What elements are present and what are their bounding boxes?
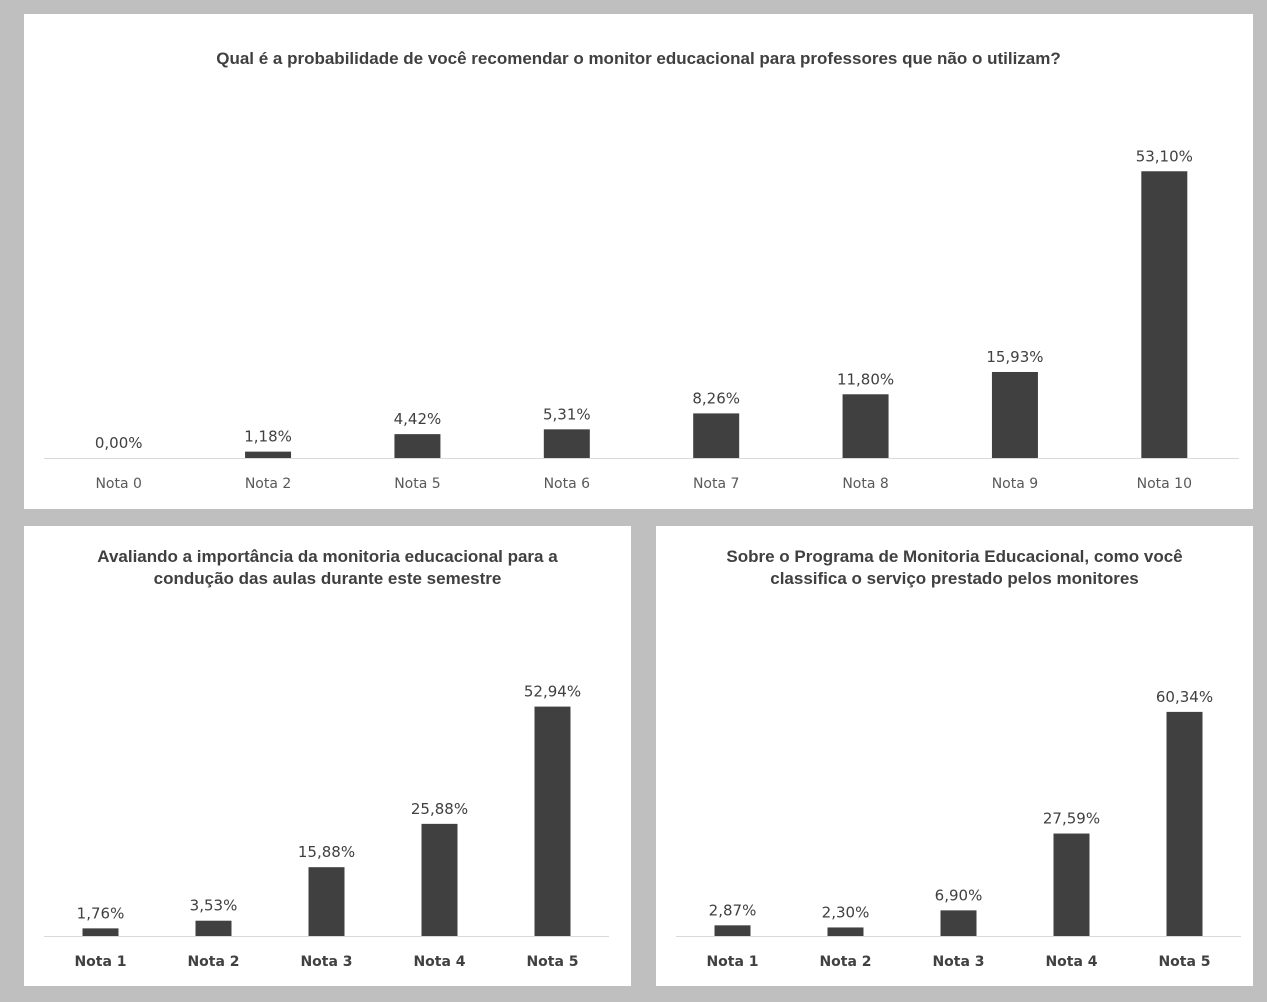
data-label: 5,31% [543, 405, 591, 423]
x-tick-label: Nota 10 [1137, 476, 1192, 492]
bar-nota-2 [245, 451, 292, 458]
bar-nota-3 [308, 867, 345, 936]
chart-title: Avaliando a importância da monitoria edu… [97, 547, 558, 588]
data-label: 2,87% [709, 901, 757, 919]
chart-importance: 1,76% Nota 1 3,53% Nota 2 15,88% Nota 3 25,88%… [44, 683, 609, 970]
data-label: 15,93% [986, 348, 1043, 366]
x-tick-label: Nota 9 [992, 476, 1038, 492]
chart-title: Sobre o Programa de Monitoria Educaciona… [726, 547, 1183, 588]
x-tick-label: Nota 0 [95, 476, 141, 492]
bar-nota-1 [714, 925, 751, 936]
bar-nota-9 [991, 371, 1038, 458]
chart-title: Qual é a probabilidade de você recomenda… [216, 49, 1061, 68]
bar-nota-4 [421, 823, 458, 936]
bar-nota-8 [842, 394, 889, 458]
data-label: 1,18% [244, 428, 292, 446]
data-label: 6,90% [935, 886, 983, 904]
bar-nota-5 [534, 706, 571, 936]
bar-nota-7 [693, 413, 740, 458]
data-label: 11,80% [837, 370, 894, 388]
bar-nota-3 [940, 910, 977, 936]
bar-nota-4 [1053, 833, 1090, 936]
bar-nota-1 [82, 928, 119, 936]
x-tick-label: Nota 2 [187, 954, 239, 970]
x-tick-label: Nota 5 [526, 954, 578, 970]
data-label: 27,59% [1043, 810, 1100, 828]
chart-panel-importance: Avaliando a importância da monitoria edu… [24, 526, 631, 986]
x-tick-label: Nota 5 [1158, 954, 1210, 970]
x-tick-label: Nota 1 [74, 954, 126, 970]
data-label: 8,26% [692, 389, 740, 407]
bar-nota-5 [1166, 711, 1203, 936]
data-label: 1,76% [77, 904, 125, 922]
bar-nota-5 [394, 434, 441, 458]
data-label: 52,94% [524, 683, 581, 701]
data-label: 25,88% [411, 800, 468, 818]
x-tick-label: Nota 7 [693, 476, 739, 492]
x-tick-label: Nota 3 [932, 954, 984, 970]
bar-nota-2 [827, 927, 864, 936]
data-label: 15,88% [298, 843, 355, 861]
data-label: 4,42% [394, 410, 442, 428]
bar-nota-6 [543, 429, 590, 458]
x-tick-label: Nota 4 [413, 954, 465, 970]
data-label: 53,10% [1136, 147, 1193, 165]
x-tick-label: Nota 2 [819, 954, 871, 970]
data-label: 3,53% [190, 897, 238, 915]
x-tick-label: Nota 8 [842, 476, 888, 492]
data-label: 2,30% [822, 903, 870, 921]
x-tick-label: Nota 2 [245, 476, 291, 492]
chart-service: 2,87% Nota 1 2,30% Nota 2 6,90% Nota 3 27,59% N… [676, 688, 1241, 970]
bar-nota-2 [195, 920, 232, 936]
chart-recommendation: 0,00% Nota 0 1,18% Nota 2 4,42% Nota 5 5,31% No… [44, 147, 1239, 492]
bar-nota-10 [1141, 171, 1188, 458]
x-tick-label: Nota 1 [706, 954, 758, 970]
x-tick-label: Nota 6 [544, 476, 591, 492]
chart-panel-service: Sobre o Programa de Monitoria Educaciona… [656, 526, 1253, 986]
x-tick-label: Nota 5 [394, 476, 440, 492]
chart-panel-recommendation: Qual é a probabilidade de você recomenda… [24, 14, 1253, 509]
x-tick-label: Nota 4 [1045, 954, 1097, 970]
data-label: 0,00% [95, 434, 143, 452]
data-label: 60,34% [1156, 688, 1213, 706]
x-tick-label: Nota 3 [300, 954, 352, 970]
